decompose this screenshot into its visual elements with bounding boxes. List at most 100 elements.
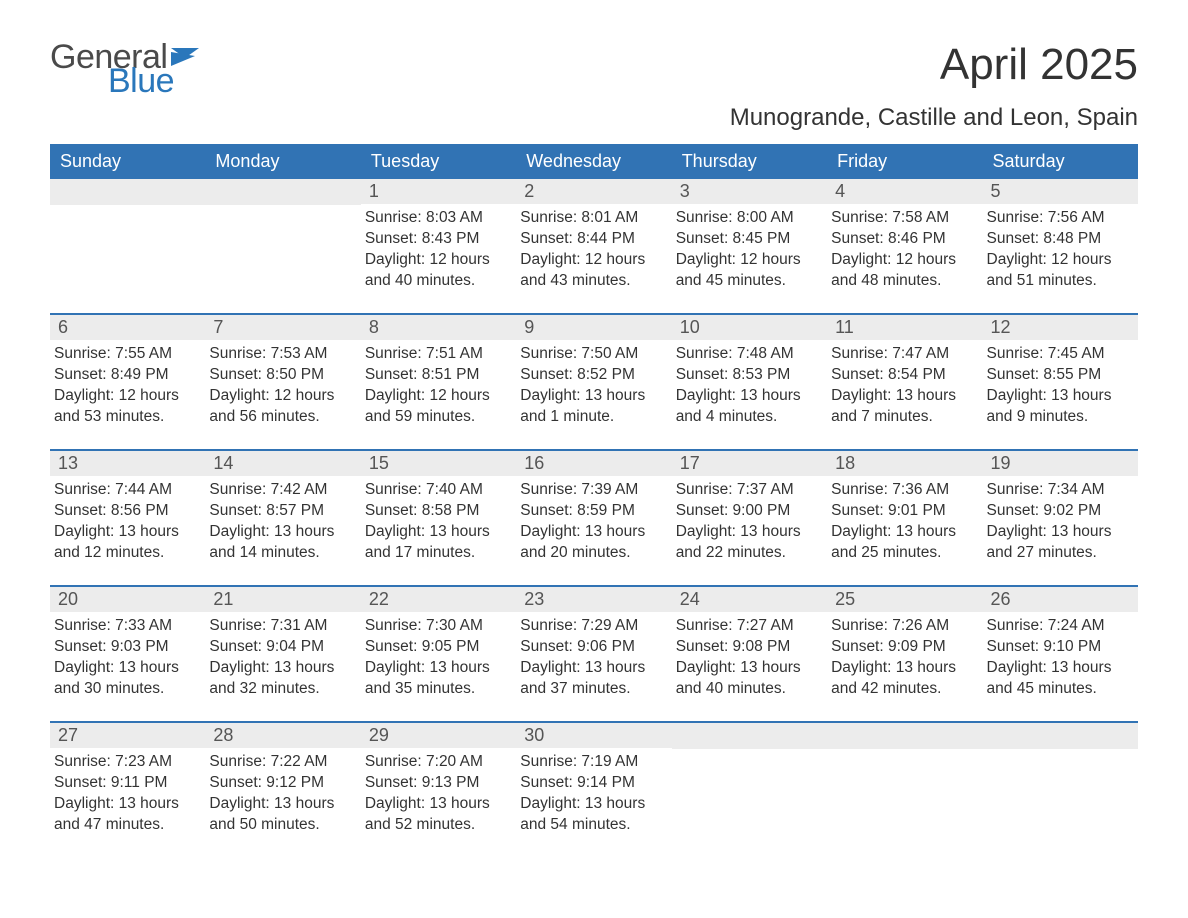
day-details: Sunrise: 7:36 AMSunset: 9:01 PMDaylight:…	[827, 476, 982, 568]
daylight-text: and 17 minutes.	[365, 543, 508, 564]
sunset-text: Sunset: 9:01 PM	[831, 501, 974, 522]
calendar-day: 10Sunrise: 7:48 AMSunset: 8:53 PMDayligh…	[672, 315, 827, 433]
calendar-day: 28Sunrise: 7:22 AMSunset: 9:12 PMDayligh…	[205, 723, 360, 841]
day-details: Sunrise: 7:34 AMSunset: 9:02 PMDaylight:…	[983, 476, 1138, 568]
day-number: 13	[50, 451, 205, 476]
daylight-text: Daylight: 12 hours	[676, 250, 819, 271]
calendar-day: 2Sunrise: 8:01 AMSunset: 8:44 PMDaylight…	[516, 179, 671, 297]
day-details: Sunrise: 7:50 AMSunset: 8:52 PMDaylight:…	[516, 340, 671, 432]
day-number: 3	[672, 179, 827, 204]
day-number: 8	[361, 315, 516, 340]
sunrise-text: Sunrise: 8:03 AM	[365, 208, 508, 229]
day-details: Sunrise: 7:58 AMSunset: 8:46 PMDaylight:…	[827, 204, 982, 296]
day-details: Sunrise: 7:30 AMSunset: 9:05 PMDaylight:…	[361, 612, 516, 704]
calendar-day: 21Sunrise: 7:31 AMSunset: 9:04 PMDayligh…	[205, 587, 360, 705]
week-row: 1Sunrise: 8:03 AMSunset: 8:43 PMDaylight…	[50, 179, 1138, 297]
week-row: 6Sunrise: 7:55 AMSunset: 8:49 PMDaylight…	[50, 313, 1138, 433]
day-details: Sunrise: 7:37 AMSunset: 9:00 PMDaylight:…	[672, 476, 827, 568]
daylight-text: Daylight: 13 hours	[676, 658, 819, 679]
daylight-text: and 35 minutes.	[365, 679, 508, 700]
day-header: Monday	[205, 144, 360, 179]
day-details: Sunrise: 7:40 AMSunset: 8:58 PMDaylight:…	[361, 476, 516, 568]
sunset-text: Sunset: 9:06 PM	[520, 637, 663, 658]
day-number: 28	[205, 723, 360, 748]
sunrise-text: Sunrise: 7:40 AM	[365, 480, 508, 501]
sunset-text: Sunset: 9:11 PM	[54, 773, 197, 794]
day-number: 24	[672, 587, 827, 612]
daylight-text: Daylight: 12 hours	[987, 250, 1130, 271]
day-number: 20	[50, 587, 205, 612]
daylight-text: Daylight: 13 hours	[831, 658, 974, 679]
sunset-text: Sunset: 9:02 PM	[987, 501, 1130, 522]
calendar-day: 19Sunrise: 7:34 AMSunset: 9:02 PMDayligh…	[983, 451, 1138, 569]
daylight-text: and 59 minutes.	[365, 407, 508, 428]
day-number: 15	[361, 451, 516, 476]
calendar-day: 7Sunrise: 7:53 AMSunset: 8:50 PMDaylight…	[205, 315, 360, 433]
day-header: Wednesday	[516, 144, 671, 179]
daylight-text: Daylight: 13 hours	[209, 522, 352, 543]
day-number: 27	[50, 723, 205, 748]
calendar-day: 18Sunrise: 7:36 AMSunset: 9:01 PMDayligh…	[827, 451, 982, 569]
day-number: 1	[361, 179, 516, 204]
day-details: Sunrise: 7:26 AMSunset: 9:09 PMDaylight:…	[827, 612, 982, 704]
sunset-text: Sunset: 9:05 PM	[365, 637, 508, 658]
calendar-day	[983, 723, 1138, 841]
daylight-text: Daylight: 12 hours	[54, 386, 197, 407]
day-number: 29	[361, 723, 516, 748]
day-number: 9	[516, 315, 671, 340]
daylight-text: and 4 minutes.	[676, 407, 819, 428]
daylight-text: and 37 minutes.	[520, 679, 663, 700]
daylight-text: and 45 minutes.	[676, 271, 819, 292]
day-number: 12	[983, 315, 1138, 340]
day-details: Sunrise: 7:24 AMSunset: 9:10 PMDaylight:…	[983, 612, 1138, 704]
daylight-text: and 22 minutes.	[676, 543, 819, 564]
daylight-text: Daylight: 12 hours	[365, 386, 508, 407]
daylight-text: Daylight: 13 hours	[987, 658, 1130, 679]
sunrise-text: Sunrise: 7:58 AM	[831, 208, 974, 229]
daylight-text: Daylight: 13 hours	[209, 658, 352, 679]
day-number: 11	[827, 315, 982, 340]
sunrise-text: Sunrise: 7:47 AM	[831, 344, 974, 365]
daylight-text: Daylight: 13 hours	[54, 658, 197, 679]
daylight-text: and 47 minutes.	[54, 815, 197, 836]
calendar-day	[205, 179, 360, 297]
sunrise-text: Sunrise: 7:27 AM	[676, 616, 819, 637]
day-number: 30	[516, 723, 671, 748]
day-details: Sunrise: 7:39 AMSunset: 8:59 PMDaylight:…	[516, 476, 671, 568]
daylight-text: Daylight: 13 hours	[520, 522, 663, 543]
day-number	[50, 179, 205, 205]
daylight-text: Daylight: 13 hours	[676, 522, 819, 543]
daylight-text: and 52 minutes.	[365, 815, 508, 836]
sunrise-text: Sunrise: 7:56 AM	[987, 208, 1130, 229]
page-title: April 2025	[940, 40, 1138, 90]
calendar-day: 6Sunrise: 7:55 AMSunset: 8:49 PMDaylight…	[50, 315, 205, 433]
sunset-text: Sunset: 8:57 PM	[209, 501, 352, 522]
calendar-day: 8 Sunrise: 7:51 AMSunset: 8:51 PMDaylight…	[361, 315, 516, 433]
week-row: 13Sunrise: 7:44 AMSunset: 8:56 PMDayligh…	[50, 449, 1138, 569]
day-number: 7	[205, 315, 360, 340]
daylight-text: Daylight: 12 hours	[365, 250, 508, 271]
calendar-day: 5Sunrise: 7:56 AMSunset: 8:48 PMDaylight…	[983, 179, 1138, 297]
calendar-day	[672, 723, 827, 841]
sunset-text: Sunset: 8:51 PM	[365, 365, 508, 386]
daylight-text: Daylight: 13 hours	[365, 794, 508, 815]
sunrise-text: Sunrise: 7:31 AM	[209, 616, 352, 637]
day-header: Friday	[827, 144, 982, 179]
daylight-text: Daylight: 13 hours	[54, 794, 197, 815]
calendar-day: 3Sunrise: 8:00 AMSunset: 8:45 PMDaylight…	[672, 179, 827, 297]
daylight-text: and 50 minutes.	[209, 815, 352, 836]
day-details: Sunrise: 7:19 AMSunset: 9:14 PMDaylight:…	[516, 748, 671, 840]
sunset-text: Sunset: 9:00 PM	[676, 501, 819, 522]
calendar-day: 26Sunrise: 7:24 AMSunset: 9:10 PMDayligh…	[983, 587, 1138, 705]
sunset-text: Sunset: 8:49 PM	[54, 365, 197, 386]
day-details: Sunrise: 7:55 AMSunset: 8:49 PMDaylight:…	[50, 340, 205, 432]
sunset-text: Sunset: 8:45 PM	[676, 229, 819, 250]
sunrise-text: Sunrise: 7:51 AM	[365, 344, 508, 365]
daylight-text: Daylight: 13 hours	[676, 386, 819, 407]
sunset-text: Sunset: 9:10 PM	[987, 637, 1130, 658]
day-details: Sunrise: 7:45 AMSunset: 8:55 PMDaylight:…	[983, 340, 1138, 432]
sunrise-text: Sunrise: 7:37 AM	[676, 480, 819, 501]
daylight-text: and 27 minutes.	[987, 543, 1130, 564]
sunset-text: Sunset: 9:14 PM	[520, 773, 663, 794]
sunrise-text: Sunrise: 7:20 AM	[365, 752, 508, 773]
